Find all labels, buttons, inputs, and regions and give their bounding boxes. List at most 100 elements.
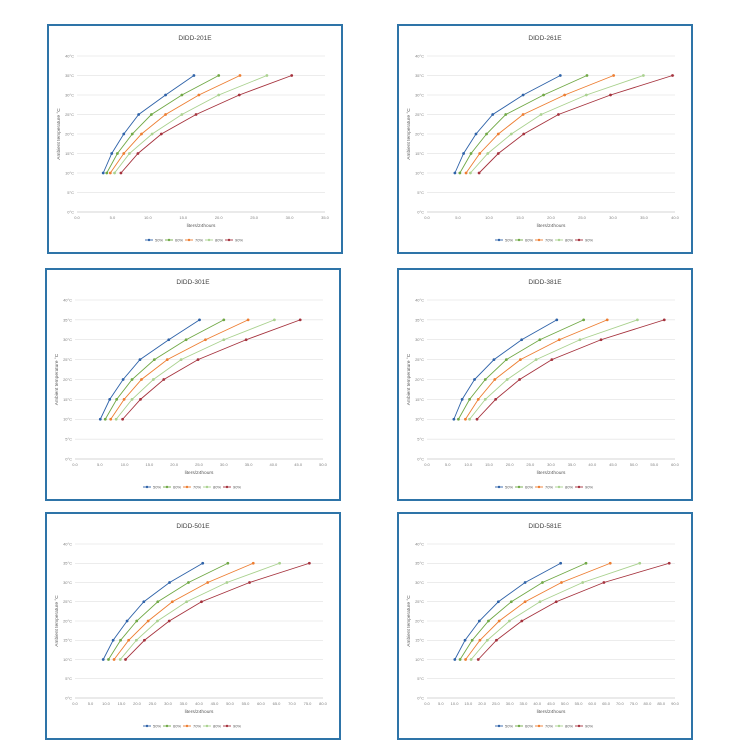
data-point (146, 619, 150, 623)
data-point (463, 638, 467, 642)
legend-item: 60% (515, 237, 533, 242)
legend-item: 80% (555, 237, 573, 242)
data-point (198, 318, 201, 322)
legend-item: 50% (143, 723, 161, 728)
legend-label: 90% (585, 237, 593, 242)
y-tick-label: 30°C (63, 580, 72, 585)
data-point (477, 171, 481, 175)
legend-marker (205, 724, 209, 728)
legend-label: 50% (505, 237, 513, 242)
legend-marker (517, 485, 521, 489)
x-tick-label: 45.0 (211, 701, 220, 706)
legend-marker (557, 485, 561, 489)
legend-marker (167, 238, 171, 242)
legend-item: 60% (163, 723, 181, 728)
y-tick-label: 40°C (415, 297, 424, 302)
legend-label: 50% (155, 237, 163, 242)
legend-marker (517, 724, 521, 728)
y-tick-label: 35°C (63, 317, 72, 322)
data-point (609, 93, 612, 97)
legend-marker (517, 238, 521, 242)
y-axis-label: Ambient temperature °C (406, 353, 412, 405)
data-point (555, 318, 559, 322)
x-tick-label: 70.0 (288, 701, 297, 706)
legend-item: 90% (575, 484, 593, 489)
data-point (111, 638, 115, 642)
data-point (164, 113, 167, 116)
data-point (152, 358, 156, 362)
data-point (110, 152, 114, 155)
data-point (142, 600, 146, 604)
series-line-50pct (454, 562, 561, 660)
y-tick-label: 0°C (417, 209, 424, 214)
x-tick-label: 30.0 (506, 701, 515, 706)
legend-label: 70% (545, 237, 553, 242)
data-point (478, 152, 482, 155)
data-point (118, 658, 122, 661)
x-tick-label: 10.0 (485, 215, 494, 220)
x-axis-label: liters/24hours (185, 470, 214, 476)
legend-marker (537, 724, 541, 728)
y-tick-label: 25°C (415, 357, 424, 362)
legend-item: 70% (535, 237, 553, 242)
x-tick-label: 80.0 (319, 701, 328, 706)
y-axis-label: Ambient temperature °C (54, 595, 60, 647)
data-point (462, 152, 465, 155)
legend-label: 50% (153, 484, 161, 489)
y-axis-label: Ambient temperature °C (56, 108, 62, 160)
data-point (138, 358, 142, 362)
data-point (180, 113, 184, 116)
legend-label: 60% (525, 484, 533, 489)
y-tick-label: 25°C (63, 357, 72, 362)
x-tick-label: 25.0 (526, 462, 535, 467)
data-point (468, 417, 471, 421)
data-point (124, 658, 127, 661)
data-point (165, 358, 169, 362)
chart-panel-didd-201e: DIDD-201E 0°C 5°C 10°C 15°C 20°C 25°C 30°C 35°C 4… (47, 24, 343, 254)
data-point (518, 378, 521, 381)
legend-label: 60% (173, 723, 181, 728)
x-tick-label: 50.0 (630, 462, 639, 467)
legend-label: 90% (233, 723, 241, 728)
data-point (159, 132, 163, 136)
data-point (494, 397, 498, 401)
data-point (521, 113, 525, 116)
x-tick-label: 20.0 (133, 701, 142, 706)
legend-marker (577, 724, 581, 728)
series-line-60pct (106, 75, 219, 174)
y-tick-label: 35°C (415, 561, 424, 566)
chart-panel-didd-301e: DIDD-301E 0°C 5°C 10°C 15°C 20°C 25°C 30°C 35°C 4… (45, 268, 341, 501)
x-tick-label: 25.0 (578, 215, 587, 220)
legend-marker (207, 238, 211, 242)
data-point (197, 93, 201, 97)
legend-marker (497, 724, 501, 728)
chart-title: DIDD-501E (176, 523, 210, 530)
x-tick-label: 75.0 (304, 701, 313, 706)
y-tick-label: 0°C (65, 695, 72, 700)
y-tick-label: 20°C (63, 377, 72, 382)
chart-title: DIDD-301E (176, 279, 210, 286)
x-tick-label: 20.0 (170, 462, 179, 467)
data-point (307, 561, 311, 565)
x-axis-label: liters/24hours (537, 470, 566, 476)
data-point (641, 74, 645, 77)
data-point (554, 600, 558, 604)
x-tick-label: 35.0 (180, 701, 189, 706)
data-point (246, 318, 250, 322)
x-tick-label: 10.0 (144, 215, 153, 220)
legend-label: 80% (213, 484, 221, 489)
legend-label: 90% (585, 723, 593, 728)
data-point (464, 417, 467, 421)
data-point (473, 378, 476, 381)
series-line-70pct (465, 562, 611, 660)
series-line-60pct (459, 562, 587, 660)
x-tick-label: 70.0 (616, 701, 625, 706)
x-tick-label: 5.0 (455, 215, 461, 220)
legend-marker (147, 238, 151, 242)
data-point (522, 132, 526, 136)
data-point (667, 561, 671, 565)
data-point (225, 581, 229, 584)
series-line-60pct (108, 562, 229, 660)
y-tick-label: 5°C (417, 676, 424, 681)
data-point (476, 658, 480, 661)
